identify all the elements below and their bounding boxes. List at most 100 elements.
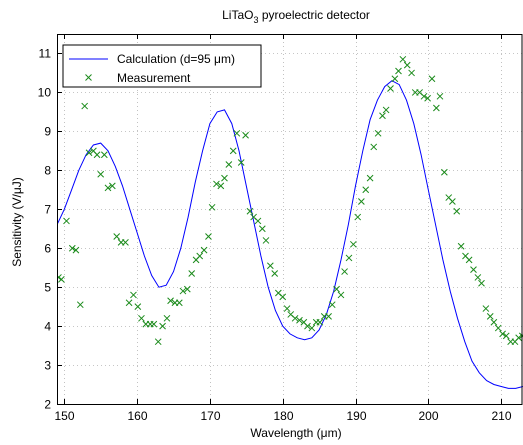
- chart-title: LiTaO3 pyroelectric detector: [222, 8, 370, 25]
- measurement-point: [403, 61, 411, 69]
- measurement-point: [208, 203, 216, 211]
- measurement-point: [68, 244, 76, 252]
- measurement-point: [93, 151, 101, 159]
- measurement-point: [63, 217, 70, 225]
- series-line-calculation: [57, 80, 523, 389]
- measurement-point: [213, 180, 220, 188]
- measurement-point: [217, 182, 225, 190]
- y-tick-label: 7: [44, 203, 51, 217]
- measurement-point: [291, 314, 299, 322]
- measurement-point: [502, 332, 510, 340]
- measurement-point: [345, 254, 353, 262]
- measurement-point: [494, 324, 502, 332]
- measurement-point: [196, 252, 204, 260]
- measurement-point: [341, 268, 348, 275]
- measurement-point: [296, 316, 303, 324]
- measurement-point: [167, 297, 174, 305]
- y-tick-label: 9: [44, 125, 51, 139]
- chart-title-subscript: 3: [253, 15, 258, 25]
- measurement-point: [258, 225, 266, 233]
- measurement-point: [382, 106, 390, 114]
- measurement-point: [449, 198, 456, 205]
- measurement-point: [441, 168, 448, 176]
- x-tick-label: 160: [127, 409, 147, 423]
- y-tick-label: 8: [44, 164, 51, 178]
- measurement-point: [374, 129, 382, 137]
- measurement-point: [424, 94, 431, 102]
- measurement-point: [391, 75, 399, 83]
- measurement-point: [183, 285, 191, 293]
- measurement-point: [159, 322, 166, 330]
- x-tick-label: 200: [418, 409, 438, 423]
- measurement-point: [490, 318, 498, 326]
- measurement-point: [104, 184, 112, 192]
- measurement-point: [465, 256, 473, 264]
- measurement-point: [308, 324, 316, 332]
- x-axis-label: Wavelength (μm): [250, 426, 341, 440]
- y-tick-label: 3: [44, 359, 51, 373]
- chart-title-main: LiTaO: [222, 8, 253, 22]
- plot-area: [57, 55, 523, 389]
- y-tick-label: 11: [39, 47, 52, 61]
- measurement-point: [333, 285, 340, 293]
- measurement-point: [225, 161, 233, 168]
- measurement-point: [499, 330, 506, 338]
- measurement-point: [108, 182, 116, 190]
- measurement-point: [328, 301, 336, 309]
- measurement-point: [130, 291, 137, 299]
- measurement-point: [76, 301, 84, 309]
- legend-box: [62, 44, 262, 88]
- measurement-point: [453, 207, 461, 215]
- measurement-point: [221, 174, 228, 182]
- measurement-point: [354, 213, 362, 221]
- measurement-point: [420, 92, 428, 100]
- measurement-point: [387, 85, 394, 92]
- measurement-point: [399, 55, 407, 63]
- legend-marker-sample: [85, 74, 92, 81]
- measurement-point: [436, 92, 444, 100]
- legend-label-calculation: Calculation (d=95 μm): [117, 52, 235, 66]
- measurement-point: [362, 186, 370, 194]
- measurement-point: [229, 147, 237, 155]
- measurement-point: [125, 299, 133, 307]
- y-tick-label: 2: [44, 398, 51, 412]
- measurement-point: [366, 174, 374, 182]
- measurement-point: [179, 287, 187, 295]
- measurement-point: [432, 104, 440, 112]
- measurement-point: [474, 274, 482, 281]
- measurement-point: [486, 313, 494, 320]
- measurement-point: [457, 242, 465, 250]
- legend-label-measurement: Measurement: [117, 71, 191, 85]
- measurement-point: [283, 305, 291, 312]
- measurement-point: [304, 322, 311, 330]
- y-axis-label: Sensitivity (V/μJ): [10, 177, 24, 267]
- measurement-point: [150, 320, 158, 328]
- measurement-point: [316, 318, 324, 326]
- x-tick-label: 170: [200, 409, 220, 423]
- measurement-point: [254, 217, 262, 225]
- y-tick-label: 4: [44, 320, 51, 334]
- measurement-point: [81, 102, 89, 110]
- measurement-point: [188, 270, 196, 277]
- x-tick-label: 210: [491, 409, 511, 423]
- measurement-point: [200, 246, 208, 254]
- measurement-point: [138, 314, 145, 322]
- y-tick-label: 5: [44, 281, 51, 295]
- measurement-point: [266, 262, 274, 270]
- measurement-point: [134, 303, 142, 310]
- measurement-point: [515, 334, 522, 342]
- measurement-point: [122, 239, 129, 246]
- measurement-point: [72, 246, 80, 254]
- measurement-point: [279, 293, 287, 301]
- measurement-point: [325, 313, 332, 320]
- measurement-point: [85, 149, 93, 157]
- x-tick-label: 190: [346, 409, 366, 423]
- measurement-point: [428, 75, 436, 83]
- measurement-point: [349, 240, 357, 248]
- measurement-point: [482, 305, 490, 312]
- measurement-point: [370, 143, 378, 151]
- measurement-point: [205, 233, 212, 240]
- axis-ticks: 150 160 170 180 190 200 210 2 3 4 5 6 7 8 9 10 11: [38, 34, 512, 423]
- measurement-point: [379, 112, 386, 120]
